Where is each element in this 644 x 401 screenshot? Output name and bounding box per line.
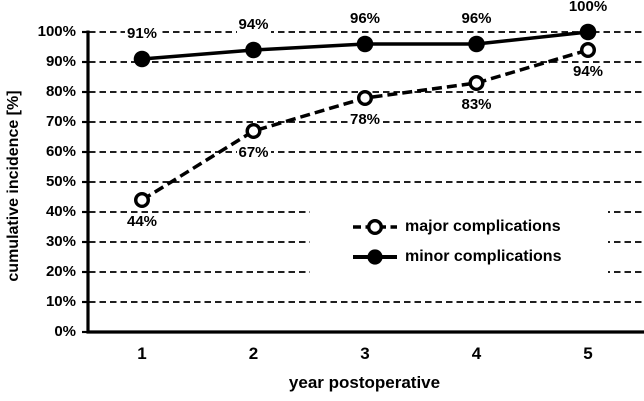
y-axis-title: cumulative incidence [%] [5, 90, 22, 282]
data-point-filled-circle [356, 35, 374, 53]
data-point-open-circle [580, 42, 597, 59]
data-point-open-circle [468, 74, 485, 91]
legend-label-minor: minor complications [405, 248, 562, 265]
x-axis-title: year postoperative [288, 373, 441, 392]
legend-label-major: major complications [405, 218, 561, 235]
data-point-open-circle [133, 191, 150, 208]
legend: major complications minor complications [310, 198, 608, 286]
legend-item-minor-complications: minor complications [352, 247, 608, 267]
legend-item-major-complications: major complications [352, 217, 608, 237]
series-minor-complications [133, 23, 597, 68]
data-point-open-circle [357, 89, 374, 106]
dashed-open-circle-marker-icon [353, 218, 397, 236]
solid-filled-circle-marker-icon [353, 249, 397, 265]
data-point-filled-circle [579, 23, 597, 41]
data-point-open-circle [245, 122, 262, 139]
data-point-filled-circle [468, 35, 485, 53]
axes [86, 30, 644, 334]
data-point-filled-circle [245, 41, 262, 59]
data-point-filled-circle [133, 50, 151, 68]
series-major-complications [133, 42, 597, 208]
